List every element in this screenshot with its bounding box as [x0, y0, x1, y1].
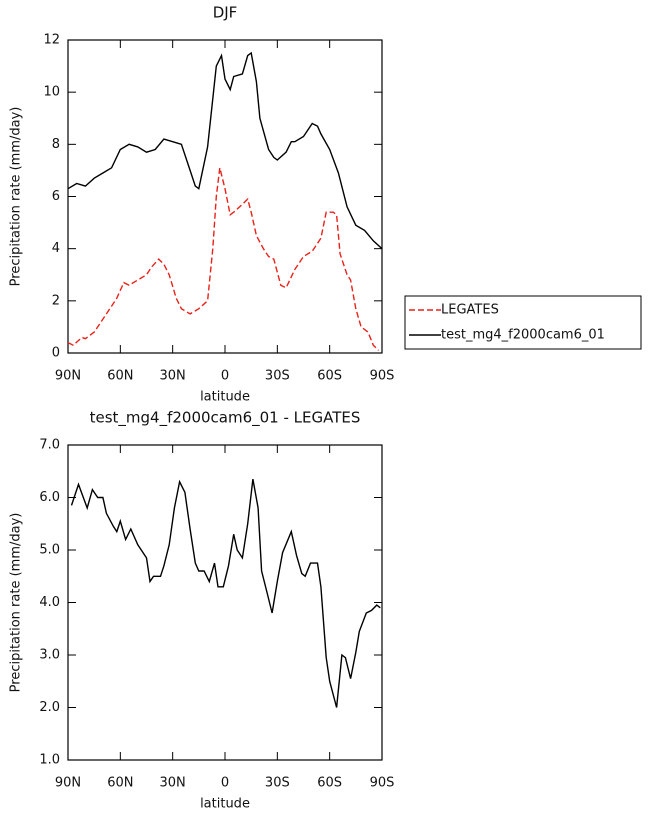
y-tick-label: 1.0: [39, 753, 60, 768]
y-tick-label: 6.0: [39, 490, 60, 505]
plot-frame: [67, 444, 383, 761]
chart-title: test_mg4_f2000cam6_01 - LEGATES: [90, 409, 361, 428]
y-axis-label: Precipitation rate (mm/day): [9, 107, 24, 287]
y-tick-label: 10: [43, 85, 60, 100]
y-axis-label: Precipitation rate (mm/day): [9, 513, 24, 693]
chart-title: DJF: [213, 4, 238, 22]
y-tick-label: 5.0: [39, 543, 60, 558]
x-tick-label: 30S: [265, 776, 290, 791]
x-tick-label: 30N: [160, 776, 186, 791]
x-tick-label: 90N: [55, 369, 81, 384]
legend-label: test_mg4_f2000cam6_01: [441, 328, 605, 343]
y-tick-label: 0: [52, 346, 60, 361]
x-tick-label: 0: [221, 776, 229, 791]
data-line: [67, 51, 383, 250]
x-axis-label: latitude: [200, 390, 250, 405]
x-axis-label: latitude: [200, 797, 250, 812]
x-tick-label: 60S: [317, 776, 342, 791]
y-tick-label: 6: [52, 189, 60, 204]
y-tick-label: 2.0: [39, 700, 60, 715]
y-tick-label: 4.0: [39, 595, 60, 610]
x-tick-label: 0: [221, 369, 229, 384]
legend-box: [404, 295, 642, 350]
x-tick-label: 60N: [107, 369, 133, 384]
x-tick-label: 60N: [107, 776, 133, 791]
legend-label: LEGATES: [441, 303, 499, 318]
plot-frame: [67, 39, 383, 354]
y-tick-label: 7.0: [39, 438, 60, 453]
x-tick-label: 90S: [370, 776, 395, 791]
x-tick-label: 90S: [370, 369, 395, 384]
x-tick-label: 90N: [55, 776, 81, 791]
y-tick-label: 4: [52, 241, 60, 256]
y-tick-label: 8: [52, 137, 60, 152]
y-tick-label: 2: [52, 293, 60, 308]
x-tick-label: 60S: [317, 369, 342, 384]
y-tick-label: 3.0: [39, 648, 60, 663]
data-line: [70, 478, 381, 708]
x-tick-label: 30S: [265, 369, 290, 384]
data-line: [67, 167, 379, 351]
x-tick-label: 30N: [160, 369, 186, 384]
y-tick-label: 12: [43, 33, 60, 48]
